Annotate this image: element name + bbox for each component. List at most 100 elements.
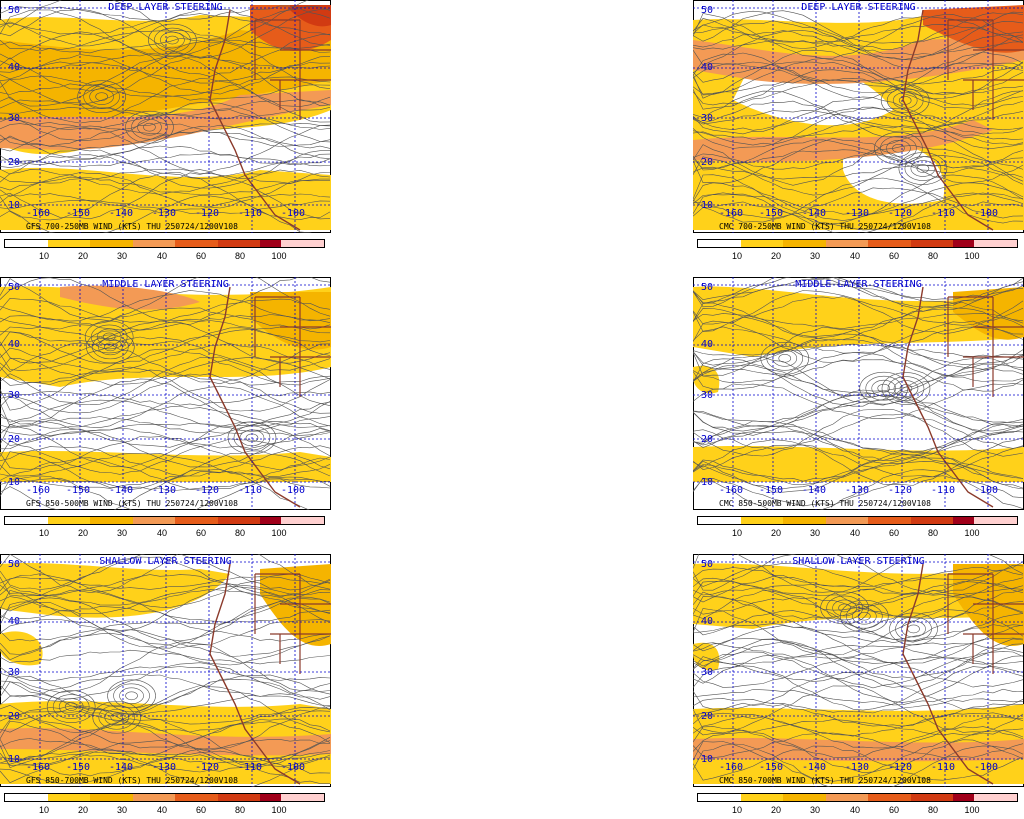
coastline xyxy=(209,9,301,231)
vortex-ring xyxy=(52,694,90,719)
vortex-ring xyxy=(840,599,889,633)
streamline xyxy=(693,192,1024,233)
vortex-ring xyxy=(832,599,857,617)
colorbar-swatch xyxy=(761,517,784,524)
colorbar-swatch xyxy=(783,240,805,247)
streamline xyxy=(0,436,331,471)
coastline xyxy=(209,563,301,785)
map-title: MIDDLE LAYER STEERING xyxy=(795,279,922,290)
coastline xyxy=(902,563,994,785)
map-plot xyxy=(0,0,331,233)
streamline xyxy=(693,61,1024,94)
lon-label: -100 xyxy=(280,762,306,773)
lon-label: -130 xyxy=(844,485,870,496)
vortex-ring xyxy=(889,612,938,646)
vortex-ring xyxy=(916,164,930,173)
colorbar-swatch xyxy=(719,240,741,247)
colorbar-label: 30 xyxy=(116,528,128,538)
lon-label: -110 xyxy=(930,485,956,496)
map-caption: GFS 850-500MB WIND (KTS) THU 250724/1200… xyxy=(26,499,238,508)
lon-label: -150 xyxy=(758,208,784,219)
streamline xyxy=(693,567,1024,588)
streamline xyxy=(693,409,1024,457)
streamline xyxy=(0,307,331,330)
streamline xyxy=(693,731,1024,759)
streamline xyxy=(0,673,331,709)
colorbar-label: 30 xyxy=(809,805,821,815)
colorbar-swatch xyxy=(974,517,996,524)
lon-label: -100 xyxy=(280,208,306,219)
streamline xyxy=(0,78,331,124)
streamline xyxy=(0,685,331,734)
vortex-ring xyxy=(871,379,897,397)
streamline xyxy=(693,306,1024,338)
vortex-ring xyxy=(125,691,138,701)
colorbar-swatch xyxy=(846,240,869,247)
colorbar-swatch xyxy=(153,794,176,801)
lon-label: -150 xyxy=(758,485,784,496)
streamline xyxy=(0,320,331,364)
streamline xyxy=(0,477,331,492)
lon-label: -160 xyxy=(25,485,51,496)
streamline xyxy=(0,314,331,331)
streamline xyxy=(693,187,1024,219)
colorbar-swatch xyxy=(281,240,303,247)
vortex-ring xyxy=(125,110,174,144)
streamline xyxy=(0,171,331,220)
streamline xyxy=(0,195,313,233)
streamline xyxy=(693,712,1024,737)
colorbar-label: 100 xyxy=(964,251,980,261)
streamline xyxy=(693,333,1024,370)
colorbar-swatch xyxy=(846,517,869,524)
streamline xyxy=(0,416,331,435)
streamline xyxy=(0,172,331,209)
streamline xyxy=(693,16,1024,49)
streamline xyxy=(0,750,331,777)
colorbar-swatch xyxy=(889,794,911,801)
streamline xyxy=(693,430,1024,453)
colorbar-swatch xyxy=(825,240,847,247)
streamline xyxy=(693,450,1024,493)
vortex-ring xyxy=(83,84,120,109)
lat-label: 50 xyxy=(701,5,714,16)
streamline xyxy=(0,619,331,649)
streamline xyxy=(0,641,331,693)
streamline xyxy=(0,574,331,597)
panel-cmc-middle: MIDDLE LAYER STEERING 50 40 30 20 10 -160 -150 -… xyxy=(693,277,1024,542)
colorbar-swatch xyxy=(217,240,239,247)
colorbar xyxy=(697,239,1018,248)
streamline xyxy=(0,373,331,414)
lon-label: -140 xyxy=(801,208,827,219)
streamline xyxy=(693,326,1024,354)
lat-label: 50 xyxy=(8,559,21,570)
streamline xyxy=(0,554,331,593)
vortex-ring xyxy=(137,118,162,136)
streamline xyxy=(693,577,1024,596)
vortex-ring xyxy=(110,712,124,722)
streamline xyxy=(0,405,331,429)
streamline xyxy=(693,399,1024,424)
colorbar-swatch xyxy=(698,240,720,247)
map-caption: GFS 850-700MB WIND (KTS) THU 250724/1200… xyxy=(26,776,238,785)
streamline xyxy=(693,654,1024,703)
lon-label: -140 xyxy=(108,208,134,219)
wind-shading xyxy=(0,728,331,756)
streamline xyxy=(0,753,331,773)
vortex-ring xyxy=(892,143,905,153)
lat-label: 30 xyxy=(701,390,714,401)
lat-label: 10 xyxy=(8,754,21,765)
streamline xyxy=(693,139,1024,173)
vortex-ring xyxy=(907,624,920,634)
streamline xyxy=(0,428,331,468)
colorbar-swatch xyxy=(260,517,282,524)
streamline xyxy=(693,469,1024,510)
streamline xyxy=(693,745,1024,781)
lat-label: 40 xyxy=(701,339,714,350)
colorbar-label: 80 xyxy=(234,805,246,815)
lat-label: 10 xyxy=(8,200,21,211)
lon-label: -110 xyxy=(930,208,956,219)
streamline xyxy=(693,296,1024,326)
streamline xyxy=(0,438,331,475)
streamline xyxy=(0,391,331,407)
streamline xyxy=(693,69,1024,110)
